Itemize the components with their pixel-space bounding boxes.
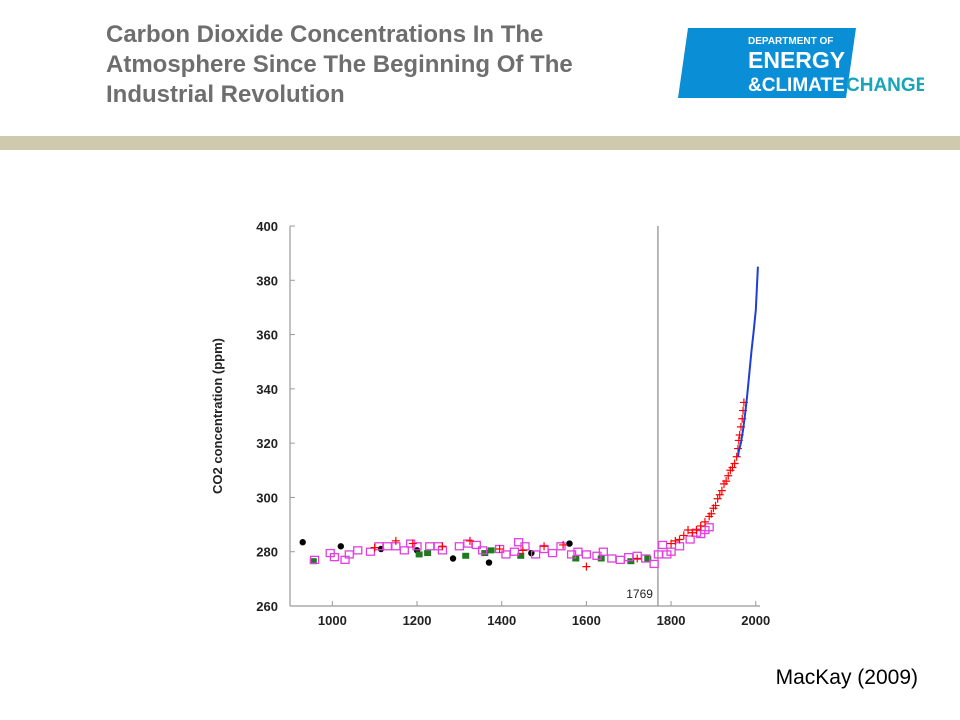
y-tick-label: 320 [256, 436, 278, 451]
data-point-plus [391, 536, 400, 545]
y-tick-label: 400 [256, 219, 278, 234]
data-point-open-square [425, 542, 435, 551]
title-line-1: Carbon Dioxide Concentrations In The [106, 21, 544, 48]
data-point-circle [337, 543, 345, 550]
data-point-plus [717, 486, 726, 495]
co2-chart: 260 280 300 320 340 360 380 400 1000 1200 1400 1600… [210, 219, 770, 628]
data-point-plus [715, 490, 724, 499]
data-point-open-square [365, 547, 376, 556]
logo-change: CHANGE [846, 75, 924, 96]
data-point-open-square [704, 523, 714, 532]
y-tick-label: 300 [256, 490, 278, 505]
data-point-square [487, 547, 495, 554]
data-point-open-square [530, 550, 541, 559]
data-point-open-square [598, 547, 608, 556]
series-line-instrumental [737, 266, 759, 457]
data-point-open-square [674, 542, 685, 551]
x-tick-label: 1600 [572, 613, 601, 628]
data-point-plus [540, 542, 549, 551]
data-point-open-square [657, 540, 668, 550]
data-point-open-square [382, 542, 393, 551]
data-point-plus [465, 536, 474, 545]
data-point-circle [299, 539, 306, 546]
source-credit: MacKay (2009) [775, 666, 918, 689]
y-tick-label: 380 [256, 273, 278, 288]
data-point-open-square [478, 546, 488, 555]
data-point-square [644, 555, 652, 562]
data-point-plus [438, 542, 447, 551]
data-point-circle [485, 559, 493, 566]
data-point-plus [724, 471, 733, 480]
data-point-open-square [649, 559, 659, 569]
data-point-square [517, 552, 525, 559]
logo-department-of: DEPARTMENT OF [748, 36, 833, 47]
data-point-plus [633, 554, 642, 563]
data-point-plus [713, 494, 722, 503]
data-point-square [424, 550, 432, 557]
data-point-plus [707, 509, 716, 518]
data-point-plus [722, 477, 731, 486]
data-point-plus [518, 546, 527, 555]
data-point-open-square [329, 552, 340, 562]
data-point-plus [732, 452, 741, 461]
y-tick-label: 260 [256, 599, 278, 614]
logo-blue-panel [678, 28, 856, 98]
data-point-square [462, 552, 470, 559]
data-point-open-square [556, 542, 566, 551]
data-point-plus [730, 459, 739, 468]
header-divider-band [0, 136, 960, 150]
y-tick-label: 280 [256, 545, 278, 560]
y-axis-label: CO2 concentration (ppm) [210, 338, 225, 494]
data-point-open-square [685, 535, 695, 544]
y-tick-label: 340 [256, 382, 278, 397]
data-point-open-square [566, 550, 577, 559]
x-tick-label: 1200 [403, 613, 432, 628]
data-point-plus [408, 539, 417, 548]
x-tick-label: 2000 [741, 613, 770, 628]
data-point-square [415, 551, 423, 558]
data-point-plus [495, 545, 504, 553]
data-point-open-square [454, 542, 465, 551]
data-point-open-square [547, 548, 558, 558]
logo-energy: ENERGY [748, 47, 845, 73]
data-point-plus [700, 517, 709, 526]
annotation-label: 1769 [626, 587, 653, 601]
data-point-plus [559, 540, 568, 549]
data-point-plus [582, 562, 591, 571]
data-point-open-square [353, 546, 363, 555]
title-line-3: Industrial Revolution [106, 81, 345, 108]
data-point-open-square [399, 546, 409, 555]
x-tick-label: 1800 [657, 613, 686, 628]
data-point-square [309, 558, 317, 565]
title-line-2: Atmosphere Since The Beginning Of The [106, 51, 573, 78]
data-point-plus [684, 526, 693, 534]
data-point-plus [671, 536, 680, 545]
data-point-plus [675, 535, 684, 544]
data-point-plus [711, 501, 720, 510]
x-tick-label: 1000 [318, 613, 347, 628]
y-tick-label: 360 [256, 328, 278, 343]
data-point-open-square [666, 547, 676, 556]
data-point-circle [566, 540, 573, 547]
data-point-plus [679, 531, 688, 540]
data-point-open-square [607, 554, 617, 563]
data-point-open-square [509, 547, 520, 556]
data-point-open-square [471, 540, 481, 550]
data-point-open-square [641, 554, 651, 563]
slide-title: Carbon Dioxide Concentrations In The Atm… [106, 20, 666, 110]
data-point-square [481, 550, 489, 557]
data-point-plus [692, 526, 701, 534]
decc-logo: DEPARTMENT OF ENERGY &CLIMATE CHANGE [678, 28, 924, 98]
data-point-open-square [309, 555, 320, 565]
data-point-open-square [615, 555, 625, 565]
logo-climate: &CLIMATE [748, 75, 845, 96]
data-point-open-square [581, 550, 592, 559]
data-point-circle [449, 555, 457, 562]
x-tick-label: 1400 [487, 613, 516, 628]
data-point-plus [667, 539, 676, 548]
data-point-plus [688, 528, 697, 537]
data-point-plus [728, 463, 737, 472]
data-point-plus [696, 521, 705, 530]
data-point-plus [370, 543, 379, 552]
